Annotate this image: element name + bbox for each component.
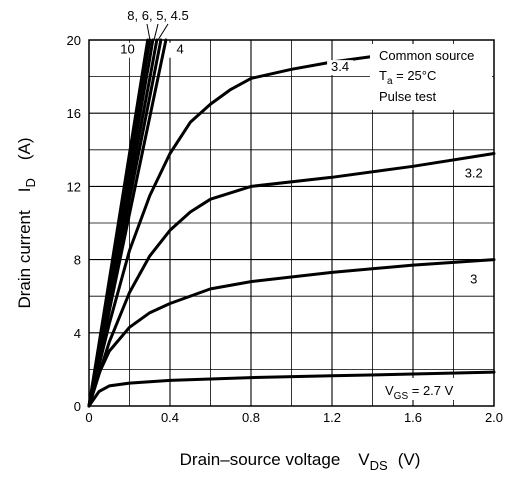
curve-labels: 10 4 3.4 3.2 3 — [114, 42, 487, 288]
conditions-line2: Ta = 25°C — [379, 68, 436, 87]
curve-label-bg — [114, 42, 141, 58]
curve-label: 3.4 — [331, 59, 349, 74]
conditions-box — [370, 44, 492, 110]
top-curve-label: 8, 6, 5, 4.5 — [127, 8, 188, 23]
curve-label: 10 — [120, 42, 134, 57]
series-line-vgs-2-7 — [87, 370, 496, 408]
y-tick-label: 16 — [67, 106, 81, 121]
conditions-line3: Pulse test — [379, 89, 436, 104]
curve-label-bg — [327, 60, 354, 76]
curve-label-bg — [460, 272, 487, 288]
x-tick-label: 0 — [85, 410, 92, 425]
curve-label: 3.2 — [465, 165, 483, 180]
x-tick-label: 2.0 — [485, 410, 503, 425]
plot-frame — [88, 39, 495, 407]
x-tick-label: 0.8 — [242, 410, 260, 425]
series-line-vgs-3 — [87, 258, 496, 408]
curve-label-bg — [460, 166, 487, 182]
x-tick-label: 1.6 — [404, 410, 422, 425]
curve-label-bg — [167, 42, 194, 58]
y-tick-label: 4 — [74, 326, 81, 341]
vgs-param-label: VGS = 2.7 V — [385, 383, 454, 402]
y-tick-label: 8 — [74, 253, 81, 268]
y-tick-label: 0 — [74, 399, 81, 414]
x-tick-label: 0.4 — [161, 410, 179, 425]
conditions-line1: Common source — [379, 48, 474, 63]
top-label-leader — [153, 23, 159, 41]
grid — [89, 40, 494, 406]
top-label-leader — [146, 23, 151, 41]
series-line-vgs-3-2 — [87, 152, 496, 408]
x-tick-label: 1.2 — [323, 410, 341, 425]
top-label-leader — [157, 23, 169, 41]
y-axis-title: Drain currentID(A) — [15, 137, 38, 308]
series-group — [87, 38, 496, 408]
series-line-vgs-3-4 — [87, 55, 374, 408]
y-tick-labels: 0 4 8 12 16 20 — [67, 33, 81, 414]
y-tick-label: 12 — [67, 179, 81, 194]
series-line-vgs-10 — [87, 38, 150, 408]
curve-label: 4 — [177, 42, 184, 57]
curve-label: 3 — [470, 271, 477, 286]
x-axis-title: Drain–source voltage VDS (V) — [180, 450, 421, 473]
x-tick-labels: 0 0.4 0.8 1.2 1.6 2.0 — [85, 410, 503, 425]
y-tick-label: 20 — [67, 33, 81, 48]
vgs-label-bg — [374, 378, 490, 400]
